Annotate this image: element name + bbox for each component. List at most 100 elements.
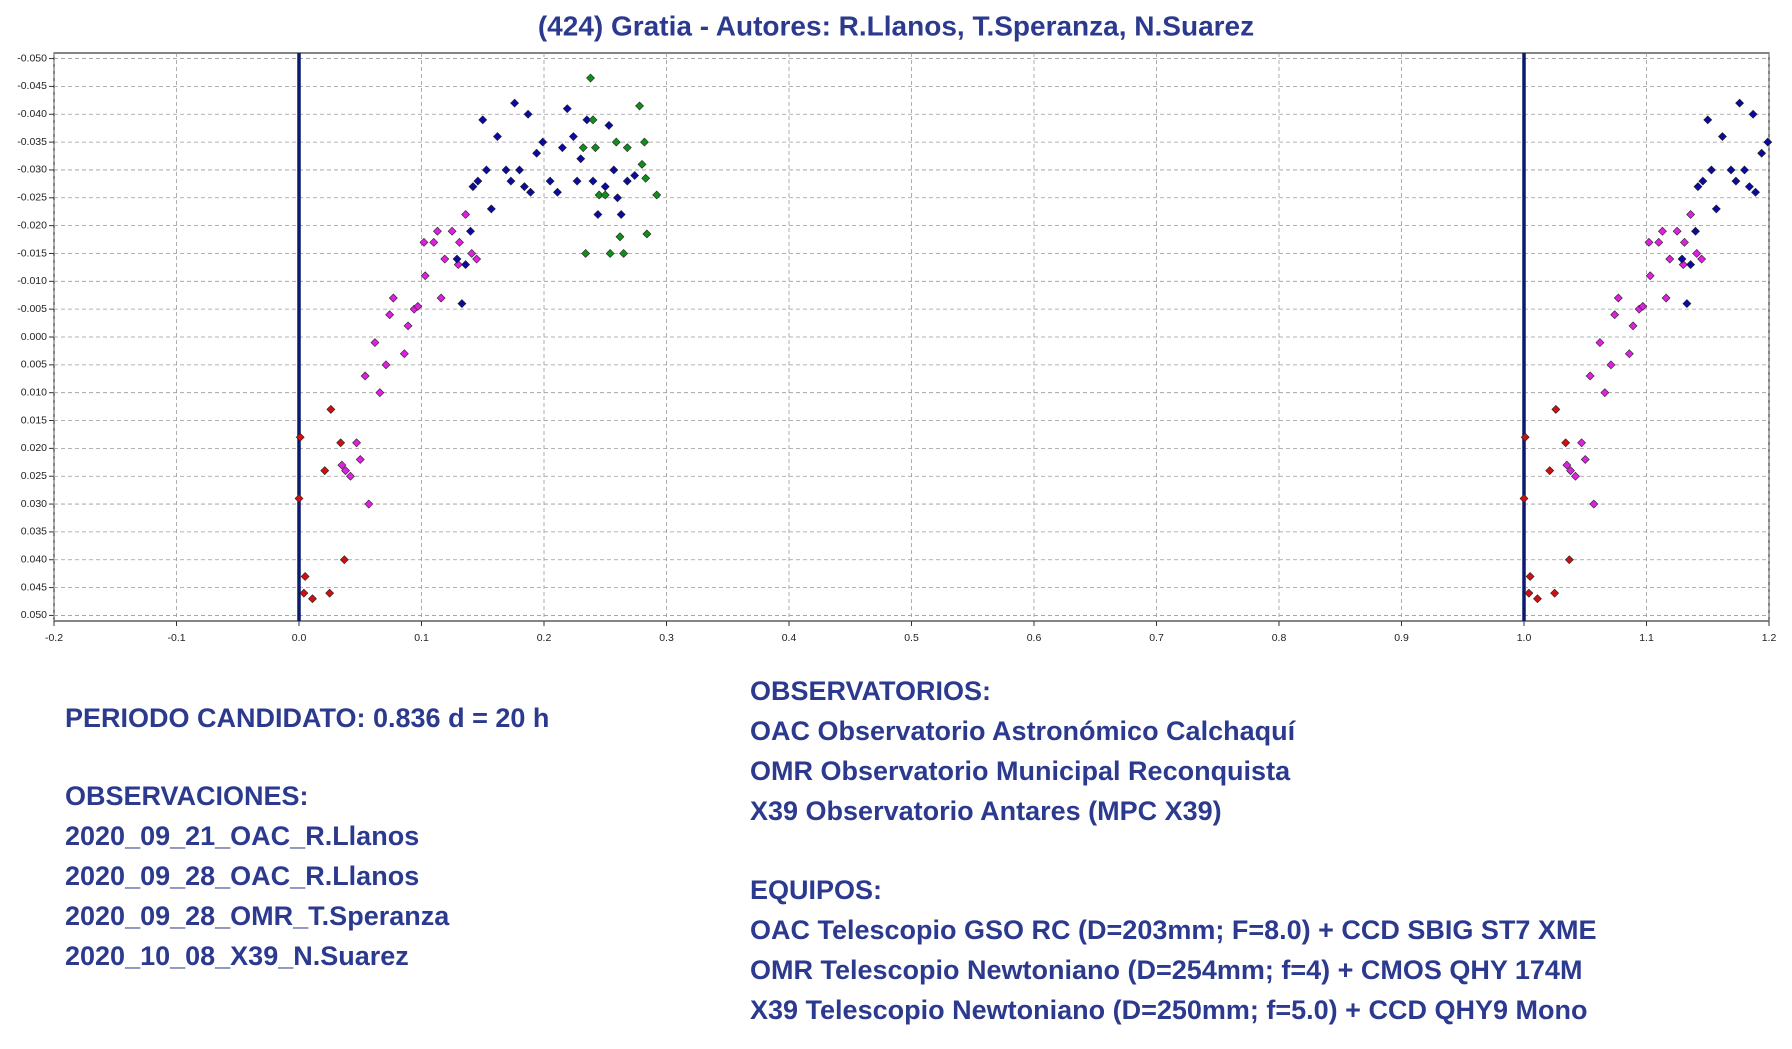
point [1698,176,1708,186]
point [523,109,533,119]
point [1735,98,1745,108]
point [1525,572,1535,581]
note-line: OAC Observatorio Astronómico Calchaquí [750,716,1296,746]
point [1682,299,1692,309]
point [1638,301,1648,311]
note-line: 2020_09_21_OAC_R.Llanos [65,821,420,851]
point [1585,371,1595,381]
point [468,182,478,192]
point [1562,460,1572,470]
point [325,588,335,598]
point [1672,226,1682,236]
point [1533,594,1542,604]
point [1520,432,1530,442]
point [433,226,442,236]
point [1551,404,1561,414]
point [640,137,649,147]
x-tick-label: 0.1 [414,632,429,644]
point [1610,310,1620,320]
point [600,190,610,200]
y-tick-label: -0.040 [17,108,47,120]
point [447,226,457,236]
point [473,176,483,186]
point [588,176,598,186]
point [482,165,491,175]
point [1613,293,1623,303]
point [341,466,350,476]
point [436,293,446,303]
period: PERIODO CANDIDATO: 0.836 d = 20 h [65,703,550,733]
x-tick-label: 0.7 [1149,632,1164,644]
observations-heading: OBSERVACIONES: [65,781,309,811]
point [419,237,429,247]
point [1661,293,1671,303]
point [1519,494,1529,503]
point [538,137,548,147]
y-tick-label: 0.015 [21,414,47,426]
equipment-heading: EQUIPOS: [750,875,883,905]
y-tick-label: -0.050 [17,52,47,64]
point [1545,466,1555,476]
note-line: OAC Telescopio GSO RC (D=203mm; F=8.0) +… [750,915,1597,945]
point [466,226,475,236]
point [1577,438,1586,448]
note-line: X39 Observatorio Antares (MPC X39) [750,796,1222,826]
point [615,232,625,242]
point [1686,260,1696,270]
point [364,499,374,509]
point [1718,132,1727,141]
y-tick-label: -0.030 [17,164,47,176]
point [576,154,586,164]
y-tick-label: -0.010 [17,275,47,287]
x-tick-label: -0.2 [45,632,63,644]
y-tick-label: 0.010 [21,386,47,398]
point [1624,349,1634,359]
point [1645,271,1655,281]
point [1561,438,1571,448]
point [622,176,632,186]
point [452,254,462,264]
point [429,237,439,247]
y-tick-label: 0.030 [21,498,47,510]
point [355,455,365,464]
point [1654,237,1664,247]
point [486,204,496,214]
point [642,229,652,239]
y-tick-label: 0.040 [21,554,47,566]
note-line: X39 Telescopio Newtoniano (D=250mm; f=5.… [750,995,1588,1025]
point [1691,226,1700,236]
y-tick-label: 0.045 [21,581,47,593]
point [413,301,423,311]
point [545,176,555,186]
point [472,254,482,264]
x-tick-label: 0.5 [904,632,919,644]
point [594,190,604,200]
point [308,594,317,604]
point [1580,455,1590,464]
point [339,555,349,565]
point [375,388,385,398]
x-tick-label: 0.3 [659,632,674,644]
point [1744,182,1754,192]
point [1726,165,1736,175]
point [294,494,304,503]
x-tick-label: 0.9 [1394,632,1409,644]
point [630,171,640,180]
note-line: 2020_09_28_OAC_R.Llanos [65,861,420,891]
point [1665,254,1675,264]
point [493,132,502,141]
point [1686,210,1696,219]
point [582,115,592,125]
x-tick-label: 0.2 [537,632,552,644]
point [1677,254,1687,264]
point [337,460,347,470]
y-tick-label: -0.025 [17,192,47,204]
y-tick-label: 0.020 [21,442,47,454]
point [1692,249,1702,258]
note-line: OMR Observatorio Municipal Reconquista [750,756,1291,786]
point [300,572,310,581]
point [532,148,542,158]
x-tick-label: 0.0 [292,632,307,644]
note-line: 2020_09_28_OMR_T.Speranza [65,901,450,931]
point [568,132,578,141]
